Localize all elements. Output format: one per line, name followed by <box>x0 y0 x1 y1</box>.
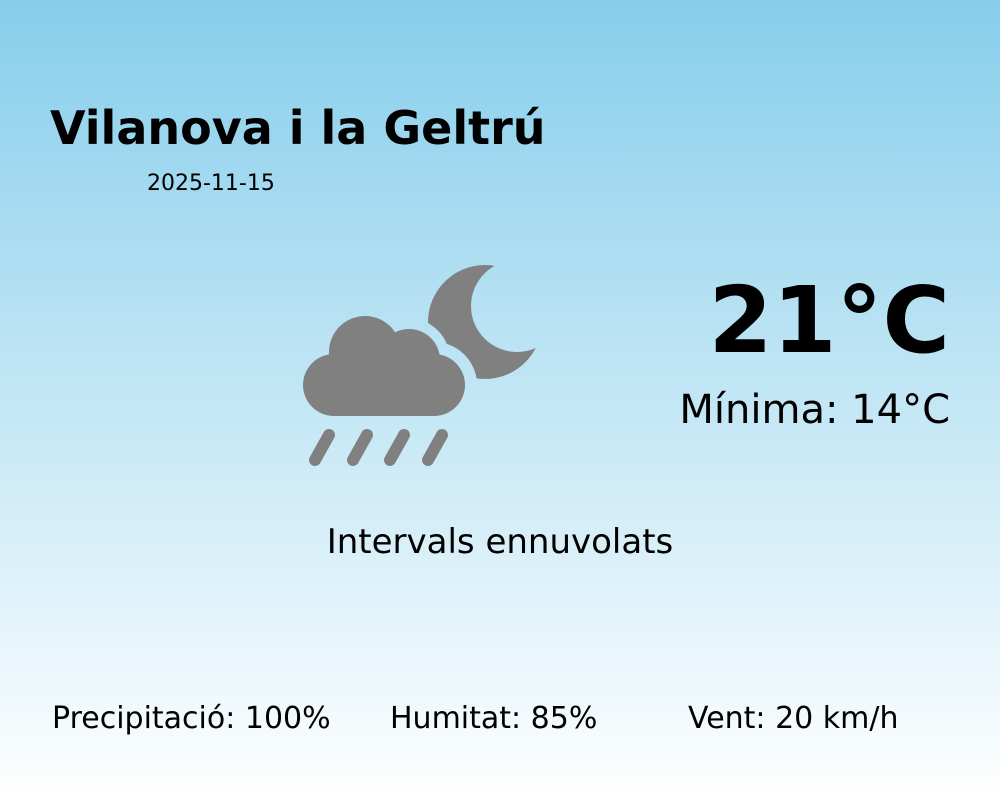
rain-drops <box>309 429 448 466</box>
moon-shape <box>428 265 542 379</box>
forecast-date: 2025-11-15 <box>147 171 275 196</box>
current-temperature: 21°C <box>708 267 950 374</box>
precipitation-stat: Precipitació: 100% <box>52 701 331 736</box>
minimum-temperature: Mínima: 14°C <box>679 387 950 433</box>
humidity-stat: Humitat: 85% <box>390 701 598 736</box>
weather-description: Intervals ennuvolats <box>326 522 674 562</box>
wind-stat: Vent: 20 km/h <box>688 701 899 736</box>
cloud-shape <box>303 316 465 416</box>
city-title: Vilanova i la Geltrú <box>50 101 546 155</box>
